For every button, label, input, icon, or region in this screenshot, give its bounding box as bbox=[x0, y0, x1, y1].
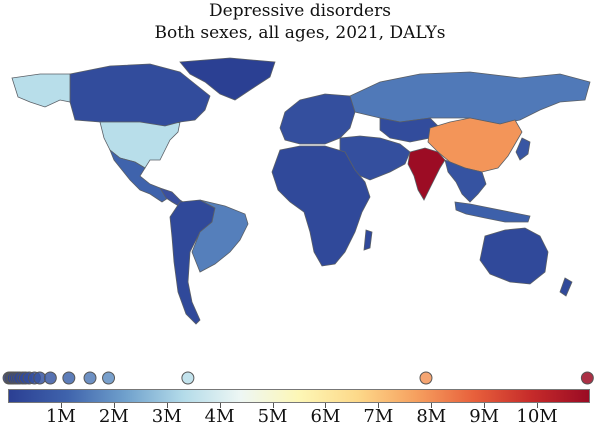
region-new-zealand[interactable] bbox=[559, 277, 573, 297]
region-africa[interactable] bbox=[271, 145, 371, 267]
colorbar-tick-label: 5M bbox=[257, 406, 288, 427]
region-india[interactable] bbox=[407, 147, 446, 201]
colorbar-tick bbox=[325, 403, 327, 408]
region-united-states[interactable] bbox=[99, 121, 181, 169]
map-subtitle: Both sexes, all ages, 2021, DALYs bbox=[154, 23, 446, 43]
colorbar-tick-label: 7M bbox=[363, 406, 394, 427]
region-canada[interactable] bbox=[69, 63, 211, 127]
legend-marker[interactable] bbox=[419, 371, 433, 385]
region-russia[interactable] bbox=[349, 71, 591, 125]
region-greenland[interactable] bbox=[179, 57, 276, 101]
colorbar-tick-label: 10M bbox=[516, 406, 558, 427]
legend-marker[interactable] bbox=[83, 371, 97, 385]
colorbar-gradient bbox=[8, 389, 590, 403]
legend-marker[interactable] bbox=[181, 371, 195, 385]
colorbar-tick-label: 8M bbox=[416, 406, 447, 427]
colorbar-tick bbox=[431, 403, 433, 408]
region-china[interactable] bbox=[427, 117, 523, 173]
world-choropleth-map bbox=[11, 57, 591, 325]
colorbar-tick-label: 9M bbox=[469, 406, 500, 427]
colorbar-tick bbox=[166, 403, 168, 408]
colorbar-tick-label: 6M bbox=[310, 406, 341, 427]
colorbar-tick bbox=[113, 403, 115, 408]
region-japan[interactable] bbox=[515, 137, 531, 161]
colorbar-legend: 1M 2M 3M 4M 5M 6M 7M 8M 9M 10M bbox=[8, 389, 590, 437]
legend-marker[interactable] bbox=[62, 371, 76, 385]
colorbar-tick bbox=[272, 403, 274, 408]
legend-marker[interactable] bbox=[580, 371, 594, 385]
colorbar-tick-label: 3M bbox=[151, 406, 182, 427]
colorbar-tick-label: 4M bbox=[204, 406, 235, 427]
colorbar-tick bbox=[537, 403, 539, 408]
colorbar-tick bbox=[484, 403, 486, 408]
colorbar-tick-label: 1M bbox=[45, 406, 76, 427]
map-title: Depressive disorders bbox=[209, 1, 391, 21]
legend-marker[interactable] bbox=[102, 371, 116, 385]
colorbar-tick bbox=[378, 403, 380, 408]
region-indonesia[interactable] bbox=[454, 201, 531, 223]
colorbar-tick bbox=[60, 403, 62, 408]
colorbar-tick bbox=[219, 403, 221, 408]
colorbar-tick-label: 2M bbox=[98, 406, 129, 427]
legend-markers bbox=[2, 371, 594, 385]
region-australia[interactable] bbox=[479, 227, 549, 285]
region-madagascar[interactable] bbox=[363, 229, 373, 251]
region-europe[interactable] bbox=[279, 93, 356, 145]
region-brazil[interactable] bbox=[191, 199, 249, 273]
region-alaska[interactable] bbox=[11, 73, 71, 108]
title-block: Depressive disorders Both sexes, all age… bbox=[0, 0, 600, 44]
region-southeast-asia[interactable] bbox=[444, 159, 487, 203]
legend-marker[interactable] bbox=[43, 371, 57, 385]
